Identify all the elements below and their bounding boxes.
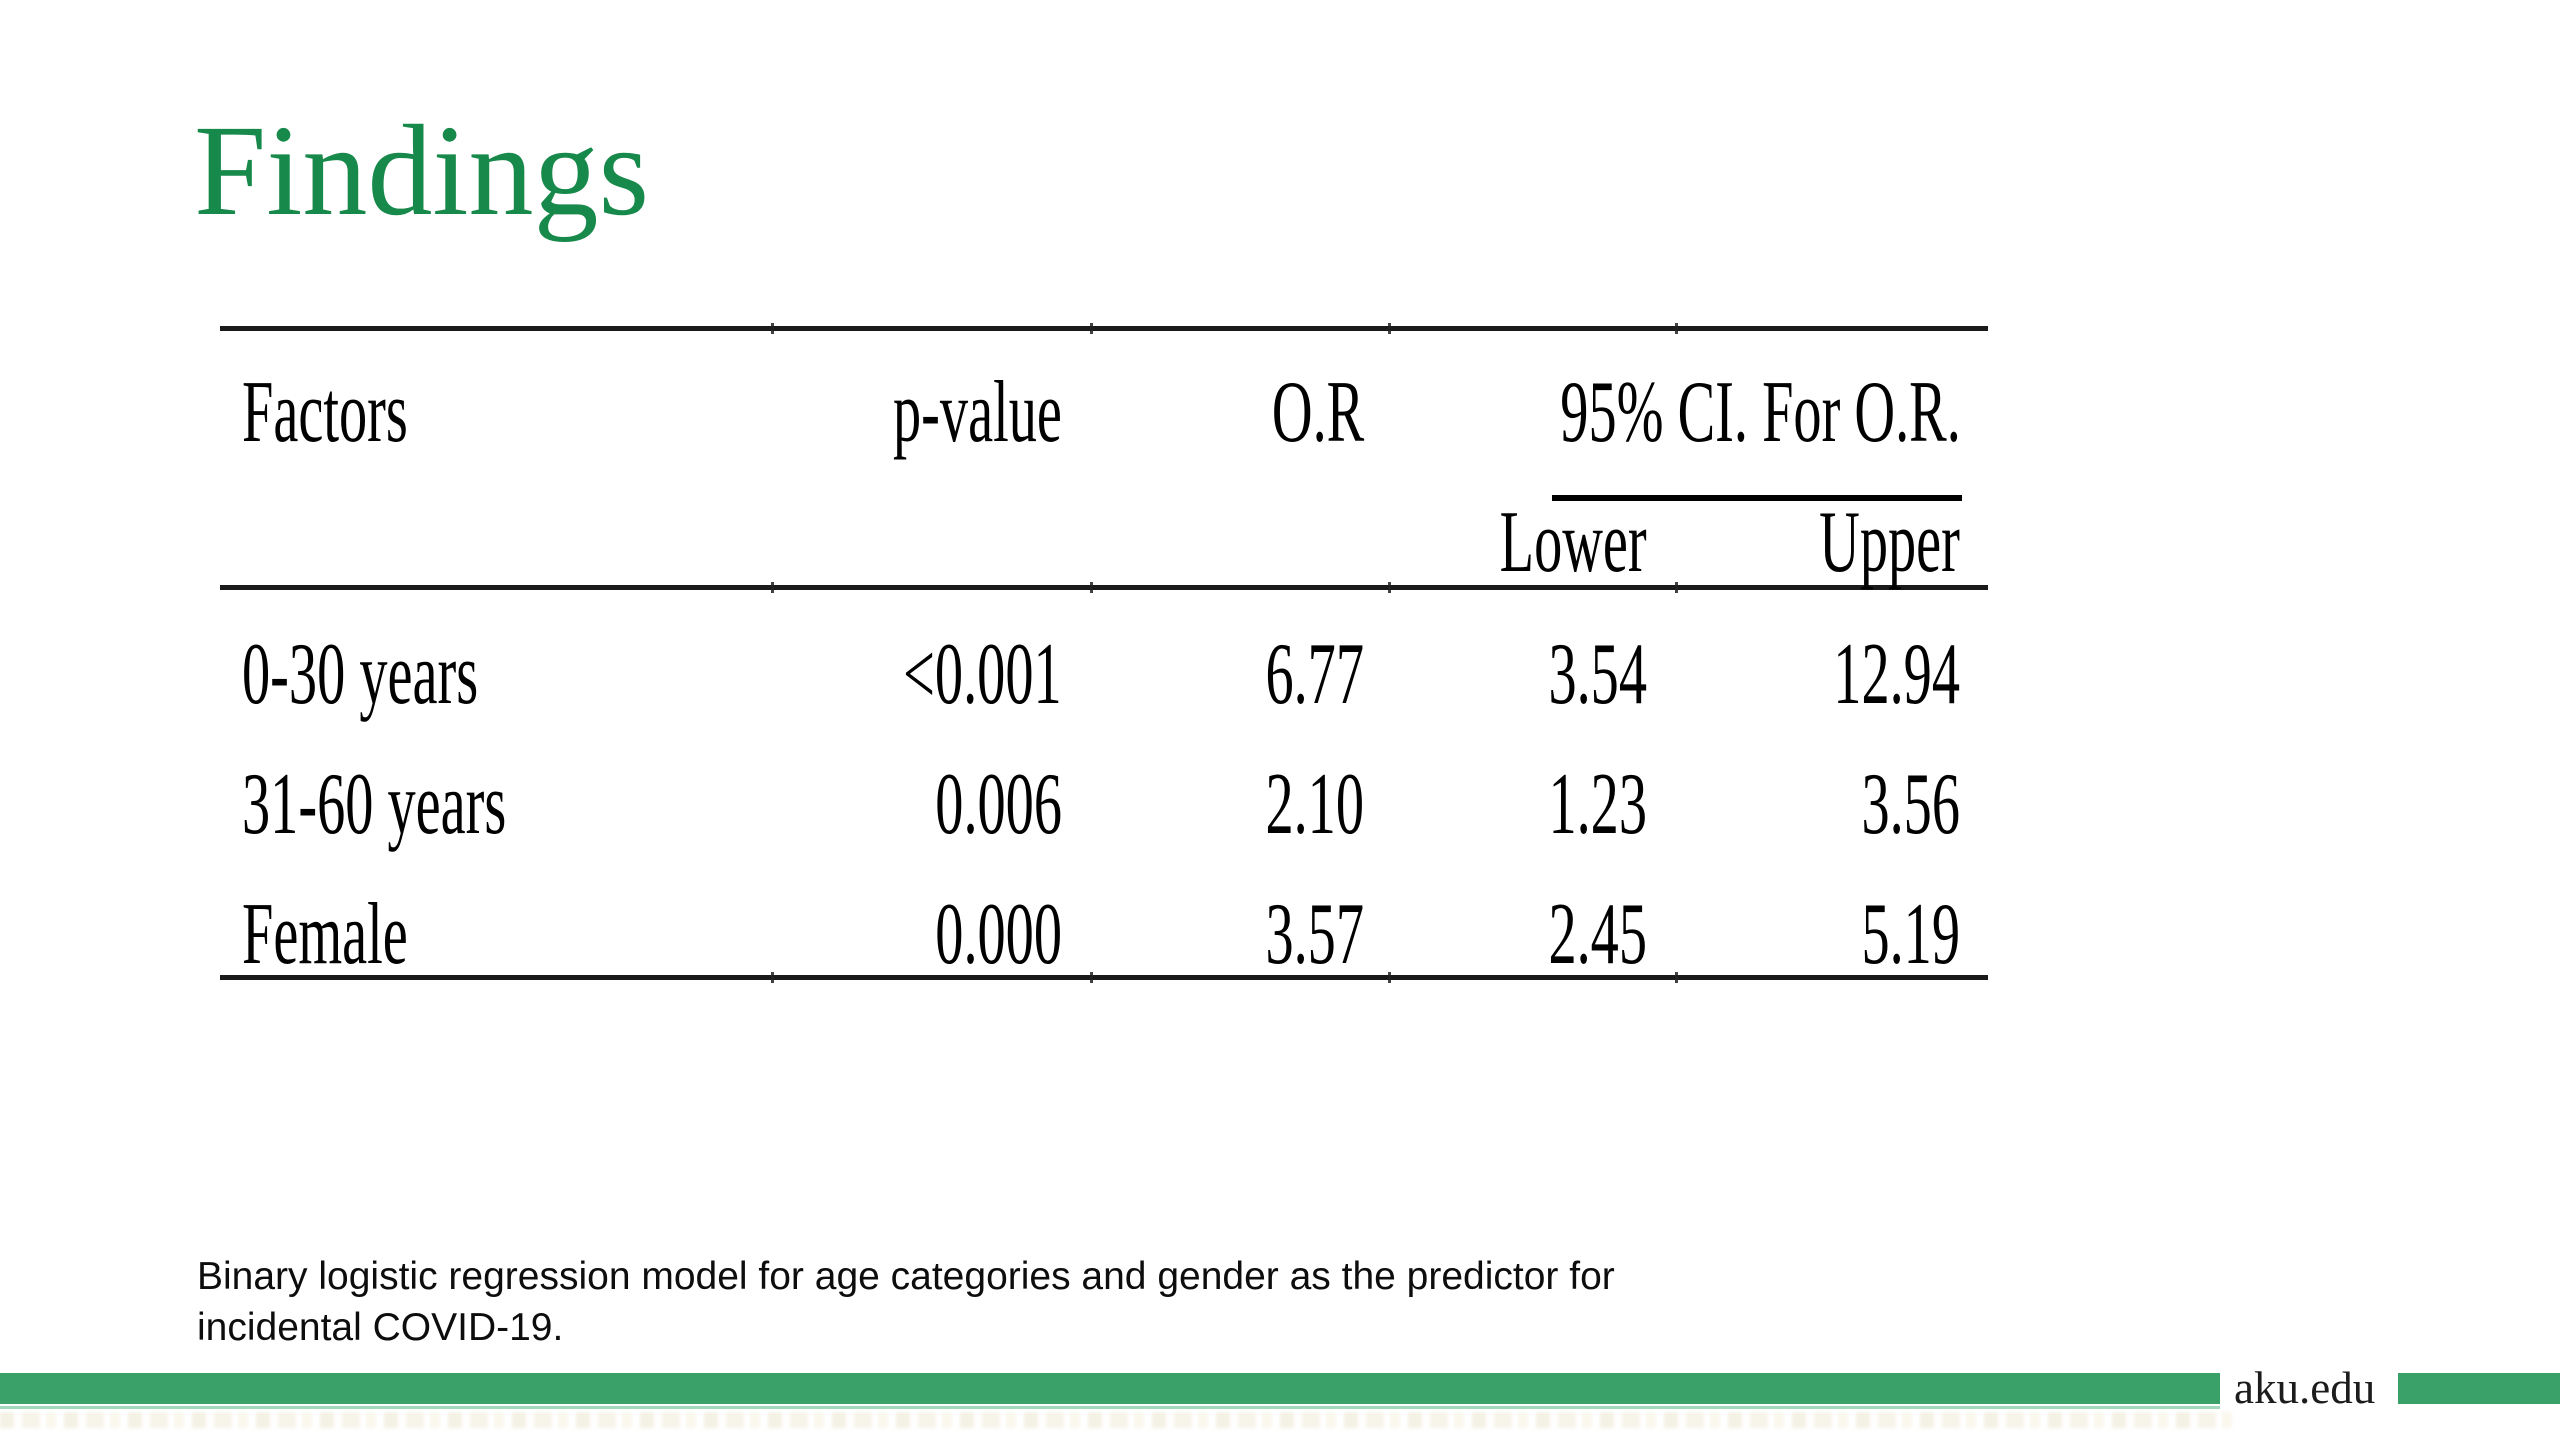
footer-website: aku.edu [2234,1363,2376,1413]
cell-factor: 0-30 years [242,626,479,723]
column-tick [771,323,774,334]
caption-line-2: incidental COVID-19. [197,1306,564,1349]
column-tick [1090,323,1093,334]
cell-ci-upper: 5.19 [1861,886,1960,983]
cell-ci-upper: 12.94 [1833,626,1960,723]
column-tick [1675,582,1678,593]
header-p-value: p-value [893,364,1062,461]
header-ci: 95% CI. For O.R. [1560,364,1961,461]
column-tick [1090,582,1093,593]
cell-p-value: 0.000 [935,886,1062,983]
column-tick [771,972,774,983]
column-tick [771,582,774,593]
cell-odds-ratio: 2.10 [1265,756,1364,853]
column-tick [1388,582,1391,593]
header-factors: Factors [242,364,408,461]
table-header-rule [220,585,1988,590]
cell-odds-ratio: 3.57 [1265,886,1364,983]
cell-ci-lower: 3.54 [1548,626,1647,723]
cell-p-value: 0.006 [935,756,1062,853]
cell-factor: Female [242,886,408,983]
ci-header-underline [1552,495,1962,501]
column-tick [1675,323,1678,334]
cell-factor: 31-60 years [242,756,507,853]
cell-p-value: <0.001 [903,626,1062,723]
header-odds-ratio: O.R [1271,364,1364,461]
column-tick [1388,323,1391,334]
footer-green-bar [0,1373,2220,1404]
column-tick [1675,972,1678,983]
footer-green-bar-right [2398,1373,2560,1404]
column-tick [1090,972,1093,983]
cell-ci-upper: 3.56 [1861,756,1960,853]
footer-light-green-line [0,1406,2220,1409]
header-ci-lower: Lower [1500,494,1647,591]
slide-caption: Binary logistic regression model for age… [197,1251,1615,1353]
column-tick [1388,972,1391,983]
footer-ghost-text-strip [0,1412,2232,1428]
caption-line-1: Binary logistic regression model for age… [197,1255,1615,1298]
header-ci-upper: Upper [1819,494,1960,591]
table-top-rule [220,326,1988,331]
table-bottom-rule [220,975,1988,980]
cell-ci-lower: 2.45 [1548,886,1647,983]
cell-ci-lower: 1.23 [1548,756,1647,853]
cell-odds-ratio: 6.77 [1265,626,1364,723]
slide-title: Findings [194,99,650,243]
